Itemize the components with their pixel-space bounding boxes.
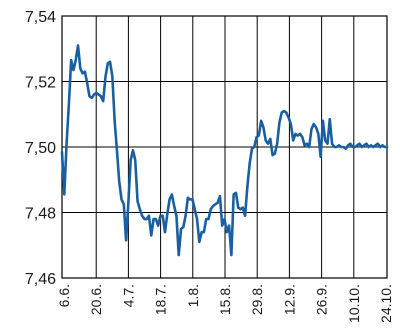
x-tick-label: 18.7.	[153, 284, 169, 315]
x-tick-label: 15.8.	[217, 284, 233, 315]
x-tick-labels: 6.6. 20.6. 4.7. 18.7. 1.8. 15.8. 29.8. 12.9. 26.…	[56, 284, 394, 323]
y-tick-label: 7,52	[25, 75, 56, 92]
x-tick-label: 6.6.	[56, 284, 72, 307]
x-tick-label: 10.10.	[346, 284, 362, 323]
x-tick-label: 4.7.	[120, 284, 136, 307]
y-tick-labels: 7,46 7,48 7,50 7,52 7,54	[25, 9, 56, 288]
series-line	[60, 44, 389, 257]
x-tick-label: 20.6.	[88, 284, 104, 315]
series-layer	[60, 44, 389, 257]
x-tick-label: 24.10.	[378, 284, 394, 323]
y-tick-label: 7,54	[25, 9, 56, 26]
y-tick-label: 7,48	[25, 206, 56, 223]
y-tick-label: 7,50	[25, 140, 56, 157]
x-tick-label: 1.8.	[185, 284, 201, 307]
x-tick-label: 29.8.	[249, 284, 265, 315]
x-tick-label: 12.9.	[281, 284, 297, 315]
y-tick-label: 7,46	[25, 271, 56, 288]
x-tick-label: 26.9.	[314, 284, 330, 315]
